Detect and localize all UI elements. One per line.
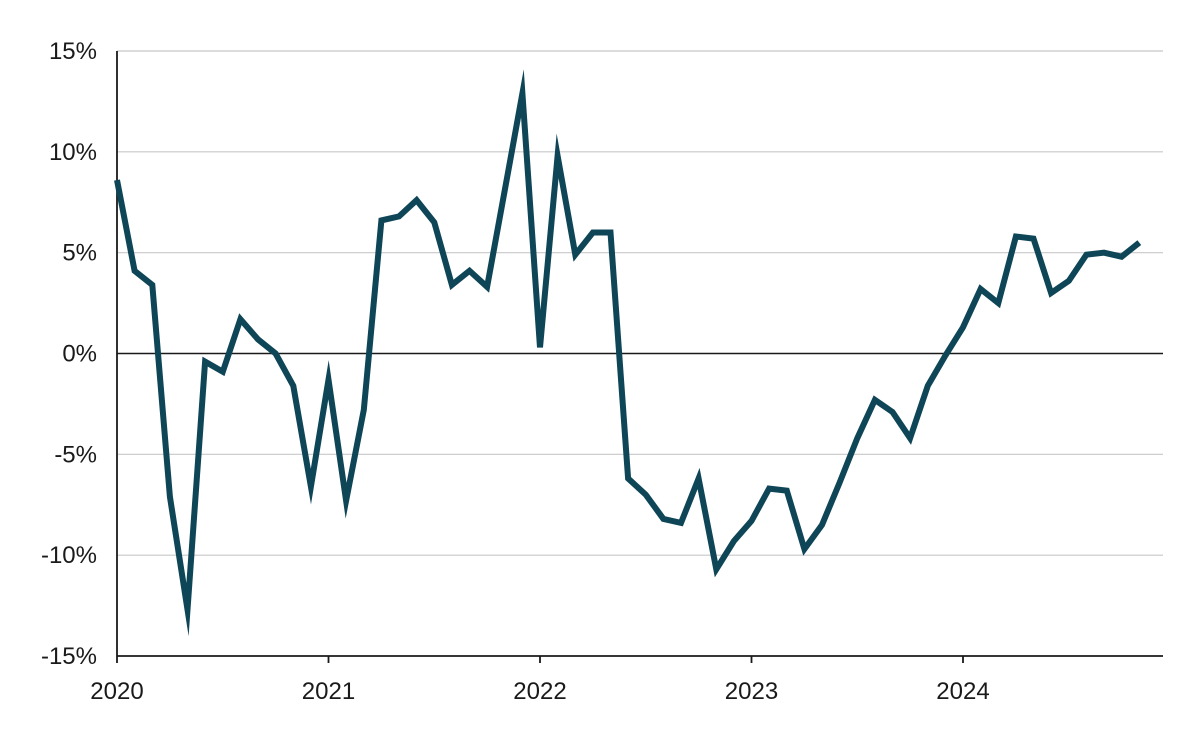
data-point (202, 359, 208, 365)
data-point (290, 383, 296, 389)
data-point (801, 546, 807, 552)
gridlines (117, 50, 1163, 556)
data-point (167, 494, 173, 500)
data-point (220, 369, 226, 375)
data-point (555, 153, 561, 159)
data-point (537, 344, 543, 350)
y-tick-label: 15% (49, 38, 97, 65)
data-point (713, 566, 719, 572)
data-points (114, 90, 1142, 612)
data-point (326, 377, 332, 383)
x-tick-label: 2022 (513, 678, 566, 705)
y-tick-label: -10% (41, 542, 97, 569)
data-point (237, 316, 243, 322)
data-point (1048, 290, 1054, 296)
data-point (572, 252, 578, 258)
x-axis-tick-marks (116, 656, 964, 663)
data-point (1031, 236, 1037, 242)
y-tick-label: 10% (49, 139, 97, 166)
data-point (731, 538, 737, 544)
data-point (431, 219, 437, 225)
data-point (1136, 240, 1142, 246)
data-point (149, 282, 155, 288)
data-point (273, 351, 279, 357)
data-point (1083, 252, 1089, 258)
data-point (960, 324, 966, 330)
x-tick-label: 2021 (302, 678, 355, 705)
data-point (837, 480, 843, 486)
data-point (942, 353, 948, 359)
y-tick-label: -15% (41, 643, 97, 670)
data-point (361, 407, 367, 413)
data-point (625, 476, 631, 482)
data-point (766, 486, 772, 492)
data-point (678, 520, 684, 526)
series-line (114, 69, 1142, 637)
data-point (1066, 278, 1072, 284)
data-point (643, 492, 649, 498)
data-point (519, 90, 525, 96)
data-point (484, 284, 490, 290)
x-tick-label: 2020 (90, 678, 143, 705)
data-point (502, 187, 508, 193)
data-point (590, 230, 596, 236)
data-point (378, 217, 384, 223)
data-point (185, 607, 191, 613)
data-point (608, 230, 614, 236)
data-point (819, 522, 825, 528)
data-point (907, 435, 913, 441)
data-point (872, 397, 878, 403)
data-point (660, 516, 666, 522)
data-point (696, 476, 702, 482)
data-point (1013, 234, 1019, 240)
x-tick-label: 2024 (936, 678, 989, 705)
x-tick-label: 2023 (725, 678, 778, 705)
y-tick-label: 0% (62, 341, 97, 368)
data-point (467, 268, 473, 274)
y-tick-label: 5% (62, 240, 97, 267)
data-point (308, 484, 314, 490)
data-point (114, 177, 120, 183)
y-axis-tick-labels: 15% 10% 5% 0% -5% -10% -15% (41, 38, 97, 670)
data-point (978, 286, 984, 292)
data-point (414, 197, 420, 203)
data-point (995, 300, 1001, 306)
data-point (343, 498, 349, 504)
data-point (925, 383, 931, 389)
data-point (255, 336, 261, 342)
y-tick-label: -5% (54, 441, 97, 468)
data-point (1119, 254, 1125, 260)
data-point (396, 213, 402, 219)
data-point (749, 518, 755, 524)
data-point (449, 282, 455, 288)
x-axis-tick-labels: 2020 2021 2022 2023 2024 (90, 678, 989, 705)
data-point (784, 488, 790, 494)
data-point (890, 409, 896, 415)
data-point (854, 435, 860, 441)
data-point (1101, 250, 1107, 256)
data-point (132, 268, 138, 274)
